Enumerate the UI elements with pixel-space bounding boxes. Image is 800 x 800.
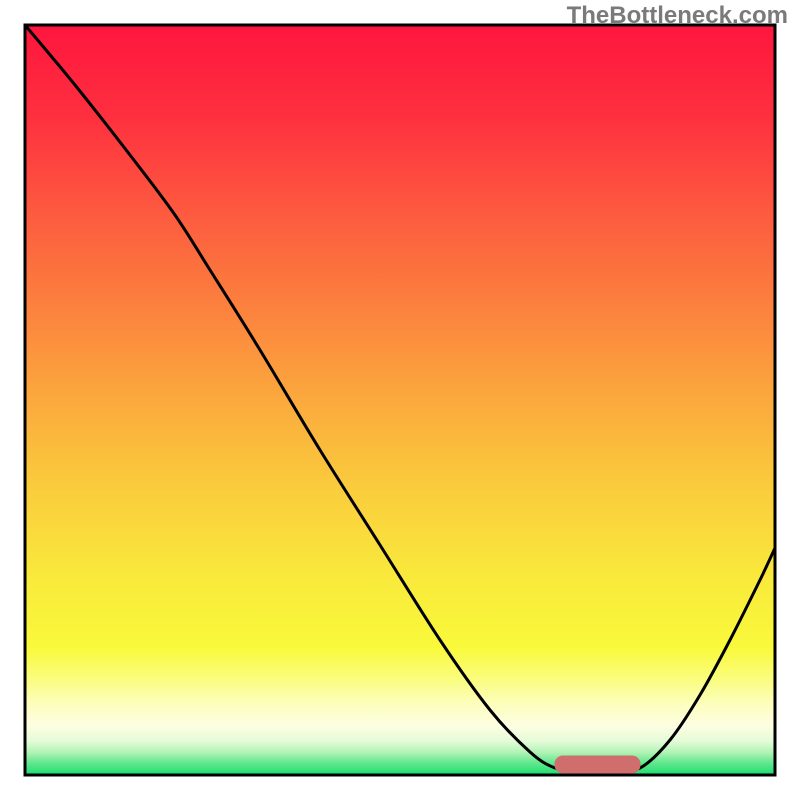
chart-container: TheBottleneck.com xyxy=(0,0,800,800)
gradient-background xyxy=(25,25,775,775)
optimal-range-marker xyxy=(555,756,640,773)
bottleneck-chart xyxy=(0,0,800,800)
watermark-text: TheBottleneck.com xyxy=(567,2,788,30)
